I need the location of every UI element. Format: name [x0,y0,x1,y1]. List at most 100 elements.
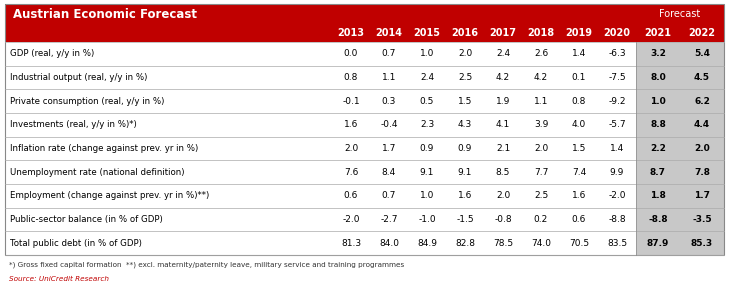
Text: 2022: 2022 [688,28,715,38]
Text: 7.6: 7.6 [344,168,358,177]
Bar [636,113,724,137]
Bar [636,184,724,208]
Text: 0.5: 0.5 [420,97,434,106]
Bar [5,4,724,42]
Text: 4.4: 4.4 [694,120,710,129]
Text: 6.2: 6.2 [694,97,710,106]
Text: 1.8: 1.8 [650,191,666,200]
Text: -7.5: -7.5 [608,73,625,82]
Text: -8.8: -8.8 [608,215,625,224]
Text: 2.0: 2.0 [534,144,548,153]
Text: 1.0: 1.0 [420,191,434,200]
Bar [636,42,724,66]
Text: 83.5: 83.5 [607,239,627,248]
Text: 1.1: 1.1 [534,97,548,106]
Text: Source: UniCredit Research: Source: UniCredit Research [9,276,109,282]
Text: 0.8: 0.8 [572,97,586,106]
Bar [636,160,724,184]
Text: Private consumption (real, y/y in %): Private consumption (real, y/y in %) [10,97,164,106]
Text: -2.0: -2.0 [608,191,625,200]
Bar [5,66,636,89]
Text: 0.6: 0.6 [572,215,586,224]
Text: 0.3: 0.3 [382,97,396,106]
Bar [636,137,724,160]
Text: 0.9: 0.9 [420,144,434,153]
Text: 2.3: 2.3 [420,120,434,129]
Text: 1.6: 1.6 [572,191,586,200]
Text: 85.3: 85.3 [691,239,713,248]
Bar [636,208,724,231]
Text: -0.4: -0.4 [381,120,398,129]
Text: 0.9: 0.9 [458,144,472,153]
Text: 7.8: 7.8 [694,168,710,177]
Text: -0.8: -0.8 [494,215,512,224]
Text: 2.6: 2.6 [534,49,548,58]
Text: Forecast: Forecast [659,9,701,19]
Text: 9.1: 9.1 [458,168,472,177]
Text: 1.7: 1.7 [382,144,396,153]
Text: 8.8: 8.8 [650,120,666,129]
Text: -6.3: -6.3 [608,49,625,58]
Text: Austrian Economic Forecast: Austrian Economic Forecast [13,8,197,21]
Text: 5.4: 5.4 [694,49,710,58]
Text: 0.7: 0.7 [382,191,396,200]
Text: 2.0: 2.0 [496,191,510,200]
Text: 1.4: 1.4 [572,49,586,58]
Text: 1.6: 1.6 [344,120,358,129]
Text: -2.7: -2.7 [381,215,398,224]
Text: 9.9: 9.9 [610,168,624,177]
Text: 2.0: 2.0 [694,144,710,153]
Bar [5,89,636,113]
Text: 8.4: 8.4 [382,168,396,177]
Bar [5,4,724,255]
Text: 2013: 2013 [338,28,364,38]
Text: 2.5: 2.5 [534,191,548,200]
Text: 4.5: 4.5 [694,73,710,82]
Text: -1.5: -1.5 [456,215,474,224]
Text: 2017: 2017 [489,28,517,38]
Text: 84.9: 84.9 [417,239,437,248]
Text: GDP (real, y/y in %): GDP (real, y/y in %) [10,49,94,58]
Bar [636,66,724,89]
Text: 4.3: 4.3 [458,120,472,129]
Text: 2.0: 2.0 [458,49,472,58]
Bar [5,184,636,208]
Text: Industrial output (real, y/y in %): Industrial output (real, y/y in %) [10,73,147,82]
Bar [5,160,636,184]
Text: 9.1: 9.1 [420,168,434,177]
Text: -2.0: -2.0 [342,215,359,224]
Text: 1.9: 1.9 [496,97,510,106]
Text: 84.0: 84.0 [379,239,399,248]
Text: -8.8: -8.8 [648,215,668,224]
Text: 1.4: 1.4 [610,144,624,153]
Text: 2019: 2019 [566,28,593,38]
Text: 2.2: 2.2 [650,144,666,153]
Text: 2.0: 2.0 [344,144,358,153]
Text: 4.1: 4.1 [496,120,510,129]
Text: 1.1: 1.1 [382,73,396,82]
Text: 7.4: 7.4 [572,168,586,177]
Text: 2020: 2020 [604,28,631,38]
Text: 1.0: 1.0 [420,49,434,58]
Text: 2016: 2016 [451,28,478,38]
Text: 2018: 2018 [528,28,555,38]
Text: 3.2: 3.2 [650,49,666,58]
Text: 2.5: 2.5 [458,73,472,82]
Text: 4.2: 4.2 [534,73,548,82]
Text: 87.9: 87.9 [647,239,669,248]
Text: 0.2: 0.2 [534,215,548,224]
Text: Investments (real, y/y in %)*): Investments (real, y/y in %)*) [10,120,137,129]
Text: 81.3: 81.3 [341,239,361,248]
Text: -1.0: -1.0 [418,215,436,224]
Text: 0.7: 0.7 [382,49,396,58]
Text: Inflation rate (change against prev. yr in %): Inflation rate (change against prev. yr … [10,144,198,153]
Text: 4.2: 4.2 [496,73,510,82]
Text: Employment (change against prev. yr in %)**): Employment (change against prev. yr in %… [10,191,209,200]
Text: 74.0: 74.0 [531,239,551,248]
Text: 4.0: 4.0 [572,120,586,129]
Text: Public-sector balance (in % of GDP): Public-sector balance (in % of GDP) [10,215,163,224]
Text: 2014: 2014 [375,28,402,38]
Text: 78.5: 78.5 [493,239,513,248]
Text: 1.7: 1.7 [694,191,710,200]
Text: *) Gross fixed capital formation  **) excl. maternity/paternity leave, military : *) Gross fixed capital formation **) exc… [9,262,405,268]
